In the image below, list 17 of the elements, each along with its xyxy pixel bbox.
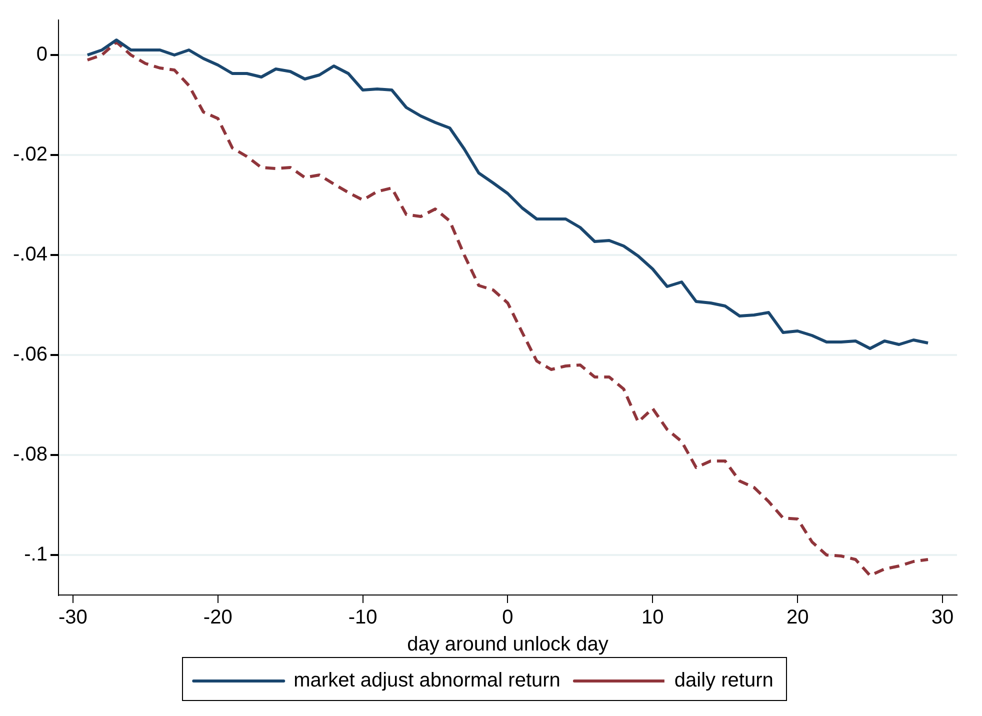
x-axis-title: day around unlock day: [407, 634, 608, 656]
legend-label: market adjust abnormal return: [294, 670, 560, 692]
y-tick-label: -.1: [24, 544, 48, 566]
x-tick-label: 30: [931, 606, 954, 629]
y-tick-label: -.06: [12, 344, 48, 366]
y-tick-label: -.04: [12, 244, 48, 266]
line-series: [86, 40, 930, 577]
y-tick-label: -.08: [12, 444, 48, 466]
legend-label: daily return: [674, 670, 774, 692]
x-tick-label: -20: [203, 606, 232, 629]
x-tick-label: -30: [58, 606, 88, 629]
y-tick-label: 0: [36, 44, 48, 66]
x-tick-label: 10: [642, 606, 664, 629]
x-tick-label: -10: [348, 606, 378, 629]
x-tick-label: 0: [502, 606, 514, 629]
y-tick-label: -.02: [12, 144, 48, 166]
x-tick-label: 20: [786, 606, 809, 629]
